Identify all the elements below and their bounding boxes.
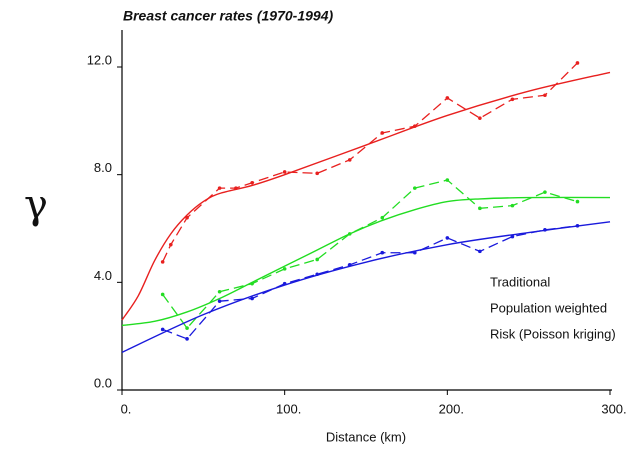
y-tick-label: 4.0: [94, 268, 112, 283]
experimental-point: [160, 327, 165, 332]
x-tick-label: 0.: [121, 401, 132, 416]
experimental-line: [162, 62, 578, 263]
experimental-point: [575, 199, 580, 204]
experimental-point: [160, 260, 165, 264]
x-tick-label: 100.: [276, 401, 301, 416]
experimental-point: [185, 215, 189, 220]
experimental-point: [282, 267, 287, 271]
experimental-point: [282, 281, 287, 286]
experimental-point: [217, 299, 222, 303]
experimental-point: [445, 236, 450, 240]
experimental-point: [478, 249, 482, 254]
experimental-line: [162, 225, 578, 340]
experimental-point: [160, 292, 165, 297]
y-tick-label: 0.0: [94, 375, 112, 390]
experimental-point: [347, 232, 352, 236]
experimental-point: [185, 326, 189, 330]
experimental-point: [185, 337, 189, 341]
experimental-point: [478, 206, 482, 211]
experimental-point: [413, 186, 417, 190]
experimental-point: [217, 289, 222, 294]
experimental-point: [315, 272, 320, 277]
experimental-point: [413, 250, 417, 255]
experimental-point: [510, 203, 515, 208]
experimental-point: [510, 234, 515, 239]
experimental-point: [575, 61, 580, 65]
model-curve: [121, 196, 611, 327]
experimental-point: [250, 296, 254, 301]
experimental-point: [543, 190, 547, 194]
y-axis-label: γ: [24, 182, 48, 228]
x-tick-label: 200.: [439, 401, 464, 416]
experimental-point: [315, 171, 320, 176]
legend-label: Population weighted: [490, 300, 607, 315]
experimental-point: [478, 116, 482, 120]
experimental-point: [217, 186, 222, 190]
legend-label: Risk (Poisson kriging): [490, 326, 616, 341]
chart-title: Breast cancer rates (1970-1994): [123, 8, 333, 24]
experimental-point: [413, 124, 417, 129]
experimental-point: [445, 178, 450, 182]
experimental-point: [543, 93, 547, 98]
experimental-line: [162, 179, 578, 330]
experimental-point: [575, 224, 580, 228]
experimental-point: [380, 215, 385, 220]
experimental-point: [380, 250, 385, 255]
experimental-point: [347, 263, 352, 267]
x-axis-label: Distance (km): [326, 429, 406, 444]
experimental-point: [347, 158, 352, 162]
experimental-point: [250, 281, 254, 286]
experimental-point: [250, 180, 254, 185]
model-curve: [121, 221, 611, 353]
experimental-point: [445, 96, 450, 100]
y-tick-label: 8.0: [94, 160, 112, 175]
experimental-point: [510, 97, 515, 102]
model-curve: [121, 71, 611, 321]
experimental-point: [282, 170, 287, 174]
x-tick-label: 300.: [601, 401, 626, 416]
experimental-point: [234, 186, 238, 190]
experimental-point: [315, 257, 320, 262]
experimental-point: [169, 242, 173, 247]
experimental-point: [543, 228, 547, 232]
y-tick-label: 12.0: [87, 52, 112, 67]
experimental-point: [380, 131, 385, 135]
legend-label: Traditional: [490, 274, 550, 289]
